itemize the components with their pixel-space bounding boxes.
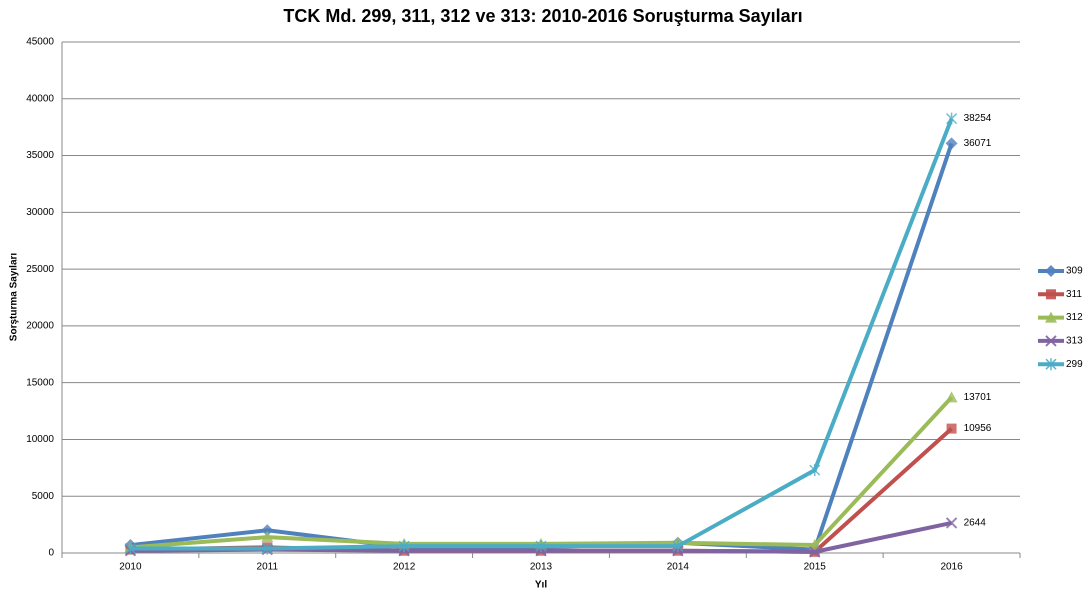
marker bbox=[398, 540, 410, 553]
y-tick-label: 25000 bbox=[26, 264, 54, 275]
y-tick-label: 35000 bbox=[26, 150, 54, 161]
data-label: 13701 bbox=[964, 392, 992, 403]
legend-label: 313 bbox=[1066, 336, 1083, 347]
x-tick-label: 2011 bbox=[257, 562, 279, 573]
legend-label: 311 bbox=[1066, 289, 1082, 300]
data-label: 36071 bbox=[964, 138, 992, 149]
marker bbox=[946, 423, 957, 434]
y-tick-label: 45000 bbox=[26, 37, 54, 48]
marker bbox=[261, 531, 274, 543]
marker bbox=[809, 464, 821, 477]
y-axis-title: Sorşturma Sayıları bbox=[9, 253, 20, 342]
marker bbox=[261, 542, 273, 555]
legend-label: 312 bbox=[1066, 312, 1083, 323]
y-tick-label: 0 bbox=[48, 548, 54, 559]
x-tick-label: 2010 bbox=[119, 562, 142, 573]
marker bbox=[535, 540, 547, 553]
marker bbox=[1045, 335, 1057, 347]
y-tick-label: 20000 bbox=[26, 321, 54, 332]
y-tick-label: 30000 bbox=[26, 207, 54, 218]
marker bbox=[945, 391, 958, 403]
marker bbox=[946, 112, 958, 125]
marker bbox=[672, 540, 684, 553]
y-tick-label: 5000 bbox=[32, 491, 55, 502]
chart-title: TCK Md. 299, 311, 312 ve 313: 2010-2016 … bbox=[283, 6, 802, 26]
y-tick-label: 10000 bbox=[26, 434, 54, 445]
marker bbox=[1045, 358, 1057, 371]
marker bbox=[808, 539, 821, 551]
series-line bbox=[130, 142, 954, 552]
marker bbox=[1045, 311, 1057, 323]
y-tick-label: 40000 bbox=[26, 93, 54, 104]
marker bbox=[261, 524, 274, 537]
x-tick-label: 2013 bbox=[530, 562, 553, 573]
y-tick-label: 15000 bbox=[26, 377, 54, 388]
marker bbox=[945, 517, 958, 529]
data-label: 38254 bbox=[964, 113, 992, 124]
legend-label: 299 bbox=[1066, 359, 1083, 370]
marker bbox=[124, 542, 136, 555]
x-axis-title: Yıl bbox=[535, 580, 547, 591]
marker bbox=[1046, 289, 1056, 300]
marker bbox=[809, 546, 821, 558]
x-tick-label: 2014 bbox=[667, 562, 690, 573]
x-tick-label: 2016 bbox=[940, 562, 963, 573]
data-label: 10956 bbox=[964, 423, 992, 434]
legend-label: 309 bbox=[1066, 266, 1083, 277]
marker bbox=[945, 137, 958, 150]
x-tick-label: 2015 bbox=[804, 562, 827, 573]
series-line bbox=[130, 117, 954, 551]
x-tick-label: 2012 bbox=[393, 562, 416, 573]
marker bbox=[1045, 265, 1057, 277]
series-line bbox=[130, 396, 954, 550]
data-label: 2644 bbox=[964, 518, 987, 529]
